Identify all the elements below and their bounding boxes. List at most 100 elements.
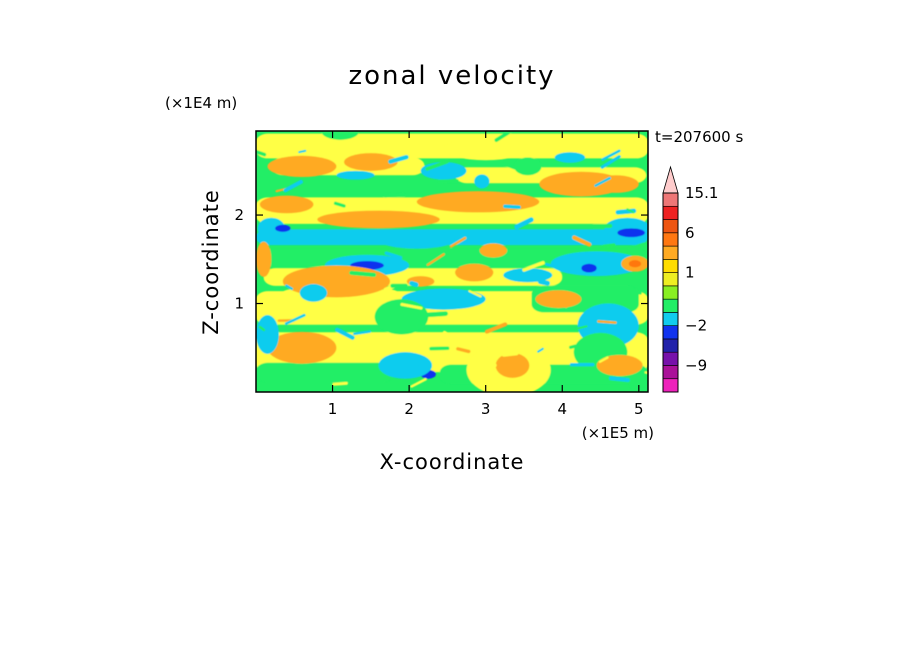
field-streak [503,204,521,210]
field-cell [455,263,494,282]
colorbar-segment [662,259,679,273]
field-streak [475,212,488,220]
field-cell [581,263,597,273]
field-streak [388,154,409,164]
field-streak [522,261,545,272]
field-streak [353,330,372,336]
field-cell [617,228,645,238]
field-cell [257,217,286,239]
field-streak [501,350,519,357]
field-streak [545,262,564,271]
field-cell [267,155,337,178]
field-cell [275,224,291,232]
field-streak [503,147,512,154]
colorbar-label: −2 [685,317,707,335]
field-streak [409,280,419,288]
field-streak [351,200,376,207]
colorbar-segment [662,365,679,380]
field-streak [550,295,568,308]
field-streak [426,253,445,266]
field-streak [283,179,303,193]
field-streak [575,325,588,330]
x-tick-label: 3 [481,400,491,418]
colorbar-segment [662,245,679,260]
field-streak [256,149,267,157]
field-streak [600,155,621,169]
field-streak [601,149,621,161]
field-streak [468,289,482,298]
field-cell [554,152,586,163]
y-tick-label: 2 [234,206,244,224]
field-cell [596,354,643,377]
field-cell [344,153,398,171]
field-streak [622,286,642,295]
colorbar-segment [662,232,679,247]
x-axis-label: X-coordinate [380,450,525,474]
field-streak [298,149,307,154]
y-axis-label: Z-coordinate [199,189,223,335]
y-axis: 12 [234,206,648,313]
field-streak [321,368,334,374]
colorbar-segment [662,285,679,300]
field-streak [628,242,647,252]
field-streak [484,322,508,334]
field-streak [383,192,406,198]
field-streak [269,355,276,360]
field-cell [495,353,530,378]
field-cell [259,195,314,214]
field-streak [502,163,525,173]
field-cell [284,341,312,354]
field-cell [378,230,456,249]
field-cell [474,174,490,189]
field-cell [550,251,643,277]
field-streak [537,279,551,286]
x-tick-label: 2 [404,400,414,418]
field-streak [258,325,266,332]
chart-title: zonal velocity [348,61,555,91]
field-streak [537,347,544,353]
x-tick-label: 5 [634,400,644,418]
field-cell [416,191,540,213]
field-streak [491,143,502,151]
colorbar-label: 1 [685,264,695,282]
field-cell [401,288,486,310]
field-streak [349,270,377,278]
colorbar-segment [662,272,679,287]
colorbar-segment [662,378,679,393]
x-tick-label: 1 [328,400,338,418]
field-streak [494,131,513,142]
colorbar-frame [662,192,679,393]
colorbar-segment [662,298,679,313]
field-streak [332,381,348,386]
field-cell [256,241,272,277]
y-tick-label: 1 [234,295,244,313]
field-streak [598,356,609,363]
plot-frame [255,130,649,393]
field-streak [514,217,534,230]
colorbar: 15.1 6 1 −2 −9 [662,165,718,393]
field-cell [378,352,433,379]
field-band [347,332,456,355]
field-streak [333,201,346,208]
field-streak [400,303,423,310]
field-cell [336,170,375,180]
field-streak [449,236,467,248]
field-cell [628,260,642,268]
field-streak [608,376,630,382]
field-cell [299,284,328,302]
colorbar-segment [662,205,679,220]
colorbar-segment [662,192,679,207]
field-streak [421,311,448,318]
colorbar-extend-arrow [662,165,679,194]
field-streak [384,251,403,260]
field-streak [488,363,497,368]
field-streak [442,330,451,338]
field-streak [602,243,616,248]
field-cell [317,210,440,229]
field-cell [503,268,553,283]
field-streak [572,235,592,247]
field-streak [415,362,427,371]
field-cell [443,137,528,161]
field-cell [321,131,360,140]
